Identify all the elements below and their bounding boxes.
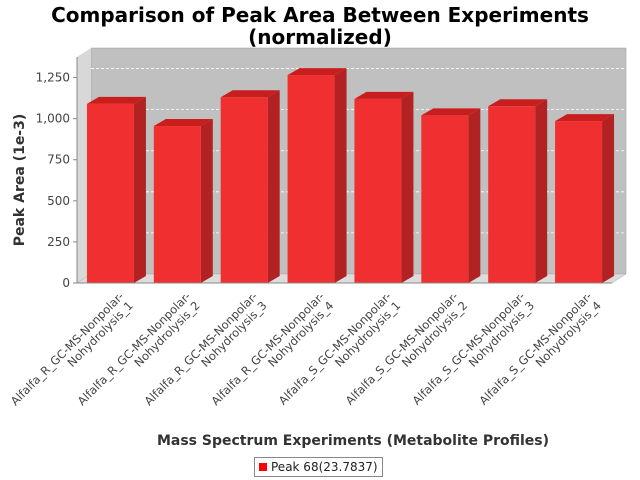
bar xyxy=(488,99,548,284)
bar-top xyxy=(220,90,280,98)
legend: Peak 68(23.7837) xyxy=(254,457,383,477)
bars xyxy=(86,68,615,284)
y-tick-label: 750 xyxy=(47,153,70,167)
bar-front xyxy=(354,98,402,284)
bar-front xyxy=(287,75,335,283)
bar-top xyxy=(488,99,548,107)
bar-top xyxy=(86,96,146,104)
bar-top xyxy=(555,114,615,122)
bar xyxy=(86,96,146,284)
bar-front xyxy=(421,115,469,283)
bar-front xyxy=(220,97,268,283)
bar xyxy=(421,108,481,283)
x-category-label: Alfalfa_R_GC-MS-Nonpolar-Nohydrolysis_1 xyxy=(8,289,136,417)
bar-front xyxy=(555,121,603,283)
bar-side xyxy=(602,114,615,283)
bar-side xyxy=(401,91,414,284)
x-category-label: Alfalfa_S_GC-MS-Nonpolar-Nohydrolysis_1 xyxy=(276,289,404,417)
x-category-label: Alfalfa_S_GC-MS-Nonpolar-Nohydrolysis_2 xyxy=(343,289,471,417)
y-tick-label: 500 xyxy=(47,194,70,208)
bar xyxy=(153,119,213,283)
y-axis-title: Peak Area (1e-3) xyxy=(12,114,28,247)
bar-side xyxy=(133,96,146,284)
bar-top xyxy=(354,91,414,99)
x-category-label: Alfalfa_R_GC-MS-Nonpolar-Nohydrolysis_2 xyxy=(75,289,203,417)
bar-front xyxy=(153,126,201,283)
y-tick-labels: 0 250 500 750 1,000 1,250 xyxy=(36,71,70,290)
bar xyxy=(220,90,280,283)
chart-title-line2: (normalized) xyxy=(248,25,392,49)
bar-side xyxy=(468,108,481,283)
bar-top xyxy=(153,119,213,127)
x-category-labels: Alfalfa_R_GC-MS-Nonpolar-Nohydrolysis_1A… xyxy=(8,289,604,417)
bar-side xyxy=(200,119,213,283)
bar-top xyxy=(287,68,347,76)
legend-swatch xyxy=(259,463,267,471)
x-category-label: Alfalfa_S_GC-MS-Nonpolar-Nohydrolysis_3 xyxy=(409,289,537,417)
y-tick-label: 1,250 xyxy=(36,71,70,85)
x-category-label: Alfalfa_R_GC-MS-Nonpolar-Nohydrolysis_4 xyxy=(208,289,336,417)
x-category-label: Alfalfa_S_GC-MS-Nonpolar-Nohydrolysis_4 xyxy=(476,289,604,417)
bar xyxy=(287,68,347,283)
bar xyxy=(555,114,615,283)
bar xyxy=(354,91,414,284)
bar-side xyxy=(535,99,548,284)
y-tick-label: 250 xyxy=(47,235,70,249)
y-tick-label: 1,000 xyxy=(36,112,70,126)
x-axis-title: Mass Spectrum Experiments (Metabolite Pr… xyxy=(157,433,549,449)
bar-side xyxy=(267,90,280,283)
chart-title-line1: Comparison of Peak Area Between Experime… xyxy=(51,3,589,27)
x-category-label: Alfalfa_R_GC-MS-Nonpolar-Nohydrolysis_3 xyxy=(141,289,269,417)
legend-label: Peak 68(23.7837) xyxy=(271,460,378,474)
bar-front xyxy=(86,103,134,284)
bar-top xyxy=(421,108,481,116)
axes xyxy=(73,57,612,284)
y-tick-label: 0 xyxy=(62,276,70,290)
x-category-label-line: Alfalfa_R_GC-MS-Nonpolar- xyxy=(8,289,127,408)
bar-front xyxy=(488,106,536,284)
bar-side xyxy=(334,68,347,283)
